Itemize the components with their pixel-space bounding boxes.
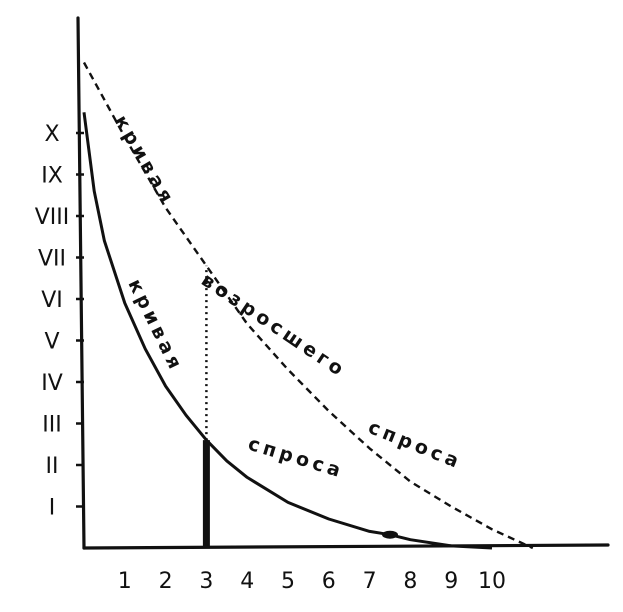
y-tick-label: IX: [41, 164, 63, 189]
y-tick-label: VII: [38, 247, 66, 272]
y-tick-label: II: [46, 454, 59, 479]
y-tick-label: VI: [41, 288, 63, 313]
y-tick-label: X: [44, 122, 59, 147]
dashed-curve-label-middle: возросшего: [197, 269, 350, 382]
x-tick-label: 8: [403, 569, 417, 594]
y-tick-label: III: [42, 413, 61, 438]
y-tick-label: I: [49, 496, 56, 521]
x-tick-label: 3: [199, 569, 213, 594]
solid-curve-label-top: кривая: [124, 276, 188, 376]
x-tick-label: 9: [444, 569, 458, 594]
curve-point-marker: [382, 530, 398, 539]
x-tick-label: 2: [159, 569, 173, 594]
x-tick-label: 5: [281, 569, 295, 594]
x-tick-label: 4: [240, 569, 254, 594]
y-tick-label: IV: [41, 371, 63, 396]
x-tick-label: 1: [118, 569, 132, 594]
x-axis: [82, 543, 610, 550]
dashed-curve-label-top: кривая: [110, 112, 179, 210]
x-tick-label: 10: [478, 569, 506, 594]
dashed-curve-label-bottom: спроса: [365, 416, 465, 474]
increased-demand-curve: [82, 61, 534, 550]
y-tick-label: V: [44, 330, 59, 355]
y-axis: [76, 16, 86, 550]
x-tick-label: 7: [363, 569, 377, 594]
y-tick-label: VIII: [35, 205, 70, 230]
solid-curve-label-bottom: спроса: [246, 433, 347, 483]
x-tick-label: 6: [322, 569, 336, 594]
